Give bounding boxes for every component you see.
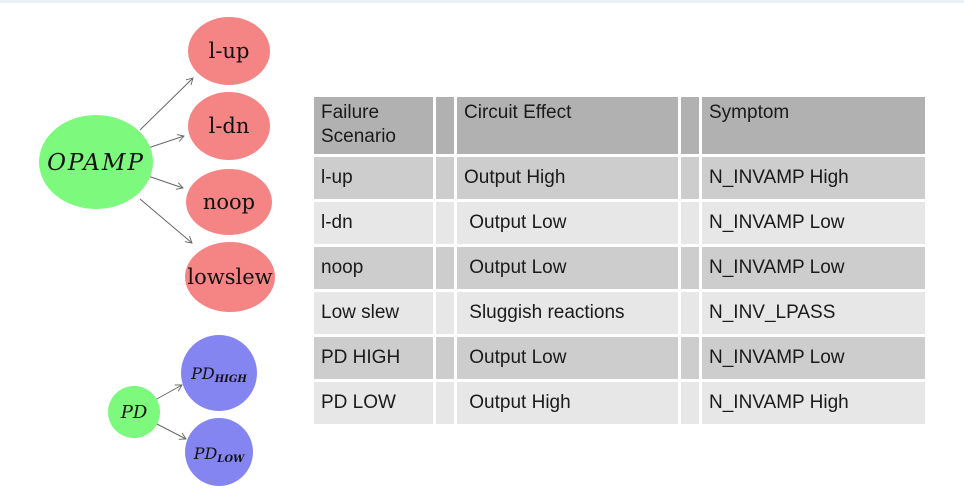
opamp-node	[39, 115, 153, 209]
cell-symptom: N_INVAMP Low	[702, 337, 925, 379]
cell-effect: Sluggish reactions	[457, 292, 678, 334]
cell-symptom: N_INVAMP Low	[702, 202, 925, 244]
pd-low-node-label: PDLOW	[193, 444, 246, 465]
fault-tree-diagram: OPAMP l-up l-dn noop lowslew PD PDHIGH P…	[39, 17, 275, 486]
spacer-cell	[436, 337, 454, 379]
failure-node-noop-label: noop	[203, 190, 255, 214]
cell-symptom: N_INV_LPASS	[702, 292, 925, 334]
spacer-cell	[681, 382, 699, 424]
cell-effect: Output High	[457, 157, 678, 199]
pd-low-node	[185, 418, 253, 486]
edge-opamp-noop	[147, 175, 184, 190]
header-cell-effect: Circuit Effect	[457, 97, 678, 154]
edge-pd-pdlow	[154, 422, 187, 440]
cell-scenario: l-up	[314, 157, 433, 199]
edge-opamp-lowslew	[139, 198, 193, 244]
cell-effect: Output Low	[457, 202, 678, 244]
failure-node-l-up	[188, 17, 270, 85]
cell-scenario: noop	[314, 247, 433, 289]
spacer-cell	[436, 202, 454, 244]
pd-node	[108, 386, 160, 438]
edge-opamp-ldn	[147, 134, 185, 149]
cell-scenario: PD HIGH	[314, 337, 433, 379]
spacer-cell	[681, 337, 699, 379]
header-spacer-cell	[681, 97, 699, 154]
failure-node-l-dn	[188, 92, 270, 160]
cell-symptom: N_INVAMP High	[702, 157, 925, 199]
failure-node-l-up-label: l-up	[209, 39, 250, 63]
pd-high-node	[181, 335, 257, 411]
failure-node-lowslew-label: lowslew	[187, 265, 272, 289]
header-spacer-cell	[436, 97, 454, 154]
opamp-node-label: OPAMP	[47, 150, 145, 176]
spacer-cell	[681, 292, 699, 334]
cell-symptom: N_INVAMP High	[702, 382, 925, 424]
pd-node-label: PD	[120, 402, 148, 423]
failure-node-noop	[186, 169, 272, 235]
spacer-cell	[436, 292, 454, 334]
cell-effect: Output High	[457, 382, 678, 424]
failure-scenario-table: Failure Scenario Circuit Effect Symptom …	[314, 97, 925, 424]
spacer-cell	[436, 247, 454, 289]
window-edge-strip	[0, 0, 964, 3]
spacer-cell	[436, 157, 454, 199]
cell-scenario: PD LOW	[314, 382, 433, 424]
failure-node-l-dn-label: l-dn	[209, 114, 250, 138]
spacer-cell	[681, 202, 699, 244]
failure-node-lowslew	[185, 242, 275, 312]
header-cell-scenario: Failure Scenario	[314, 97, 433, 154]
edge-pd-pdhigh	[154, 384, 183, 401]
cell-symptom: N_INVAMP Low	[702, 247, 925, 289]
edge-opamp-lup	[139, 77, 194, 131]
cell-effect: Output Low	[457, 247, 678, 289]
spacer-cell	[681, 247, 699, 289]
spacer-cell	[436, 382, 454, 424]
spacer-cell	[681, 157, 699, 199]
pd-high-node-label: PDHIGH	[190, 364, 247, 385]
cell-scenario: l-dn	[314, 202, 433, 244]
cell-effect: Output Low	[457, 337, 678, 379]
header-cell-symptom: Symptom	[702, 97, 925, 154]
cell-scenario: Low slew	[314, 292, 433, 334]
